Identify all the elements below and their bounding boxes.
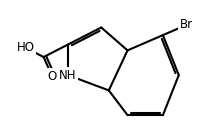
Text: O: O — [47, 70, 57, 83]
Text: HO: HO — [16, 41, 34, 54]
Text: Br: Br — [180, 18, 193, 31]
Text: NH: NH — [59, 69, 77, 82]
